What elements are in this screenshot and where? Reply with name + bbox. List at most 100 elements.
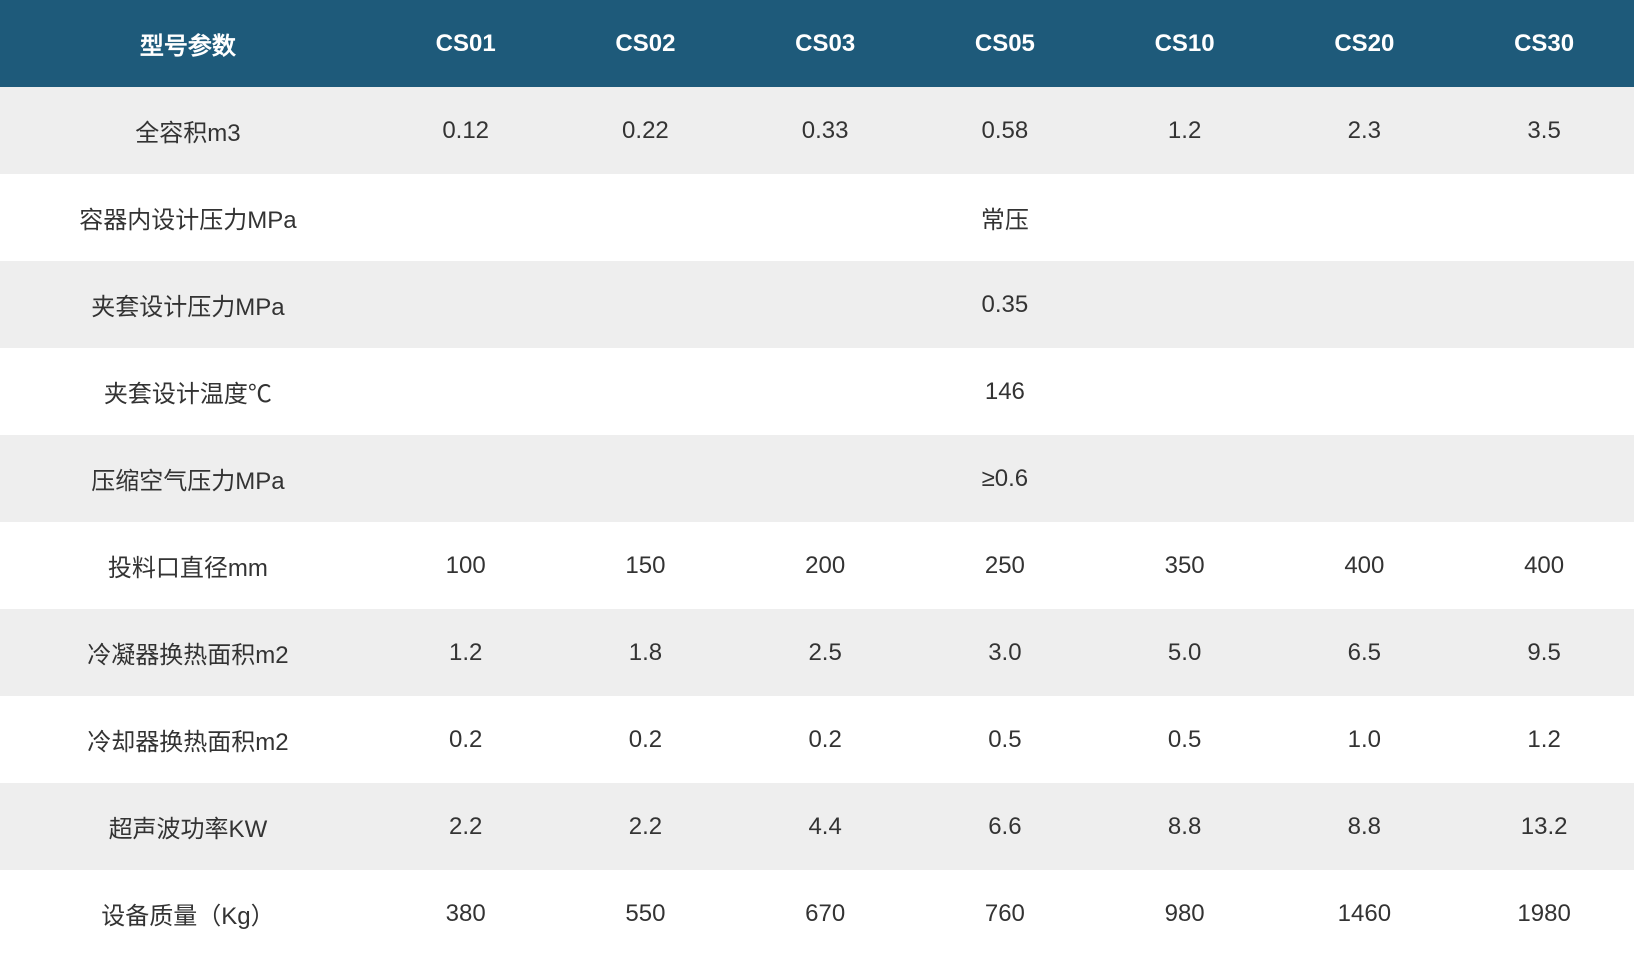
cell-value: 550 [556, 870, 736, 957]
header-cell-param: 型号参数 [0, 0, 376, 87]
row-label: 设备质量（Kg） [0, 870, 376, 957]
cell-value: 常压 [915, 174, 1095, 261]
cell-value [1095, 435, 1275, 522]
cell-value: 400 [1274, 522, 1454, 609]
cell-value: 0.2 [556, 696, 736, 783]
cell-value: 2.2 [556, 783, 736, 870]
cell-value: 146 [915, 348, 1095, 435]
header-cell-cs02: CS02 [556, 0, 736, 87]
cell-value: 350 [1095, 522, 1275, 609]
cell-value: 4.4 [735, 783, 915, 870]
row-label: 夹套设计温度℃ [0, 348, 376, 435]
cell-value: 2.3 [1274, 87, 1454, 174]
row-label: 压缩空气压力MPa [0, 435, 376, 522]
table-row: 夹套设计压力MPa 0.35 [0, 261, 1634, 348]
cell-value: 980 [1095, 870, 1275, 957]
row-label: 容器内设计压力MPa [0, 174, 376, 261]
cell-value [735, 261, 915, 348]
cell-value: 760 [915, 870, 1095, 957]
cell-value [1274, 261, 1454, 348]
cell-value: 200 [735, 522, 915, 609]
table-row: 压缩空气压力MPa ≥0.6 [0, 435, 1634, 522]
header-cell-cs03: CS03 [735, 0, 915, 87]
header-cell-cs05: CS05 [915, 0, 1095, 87]
header-cell-cs10: CS10 [1095, 0, 1275, 87]
cell-value: 0.12 [376, 87, 556, 174]
spec-table: 型号参数 CS01 CS02 CS03 CS05 CS10 CS20 CS30 … [0, 0, 1634, 957]
table-header: 型号参数 CS01 CS02 CS03 CS05 CS10 CS20 CS30 [0, 0, 1634, 87]
cell-value: 400 [1454, 522, 1634, 609]
cell-value [376, 435, 556, 522]
table-row: 冷却器换热面积m2 0.2 0.2 0.2 0.5 0.5 1.0 1.2 [0, 696, 1634, 783]
table-container: TRUKING 型号参数 CS01 CS02 CS03 CS05 CS10 CS… [0, 0, 1634, 957]
table-row: 设备质量（Kg） 380 550 670 760 980 1460 1980 [0, 870, 1634, 957]
table-row: 全容积m3 0.12 0.22 0.33 0.58 1.2 2.3 3.5 [0, 87, 1634, 174]
table-row: 容器内设计压力MPa 常压 [0, 174, 1634, 261]
cell-value: 9.5 [1454, 609, 1634, 696]
cell-value [556, 435, 736, 522]
header-cell-cs01: CS01 [376, 0, 556, 87]
cell-value: 380 [376, 870, 556, 957]
cell-value [556, 261, 736, 348]
table-row: 夹套设计温度℃ 146 [0, 348, 1634, 435]
header-row: 型号参数 CS01 CS02 CS03 CS05 CS10 CS20 CS30 [0, 0, 1634, 87]
row-label: 冷凝器换热面积m2 [0, 609, 376, 696]
cell-value [556, 174, 736, 261]
cell-value [735, 174, 915, 261]
cell-value: 250 [915, 522, 1095, 609]
header-cell-cs20: CS20 [1274, 0, 1454, 87]
cell-value: 1.2 [1095, 87, 1275, 174]
cell-value: 0.35 [915, 261, 1095, 348]
cell-value: 670 [735, 870, 915, 957]
cell-value: ≥0.6 [915, 435, 1095, 522]
cell-value [376, 261, 556, 348]
cell-value: 1460 [1274, 870, 1454, 957]
cell-value [1454, 348, 1634, 435]
cell-value: 5.0 [1095, 609, 1275, 696]
header-cell-cs30: CS30 [1454, 0, 1634, 87]
cell-value: 0.5 [915, 696, 1095, 783]
cell-value: 150 [556, 522, 736, 609]
cell-value [1095, 348, 1275, 435]
table-row: 投料口直径mm 100 150 200 250 350 400 400 [0, 522, 1634, 609]
cell-value: 1.2 [376, 609, 556, 696]
cell-value: 3.5 [1454, 87, 1634, 174]
cell-value: 0.2 [376, 696, 556, 783]
cell-value: 1.2 [1454, 696, 1634, 783]
row-label: 超声波功率KW [0, 783, 376, 870]
cell-value [1274, 174, 1454, 261]
cell-value: 0.2 [735, 696, 915, 783]
cell-value: 2.2 [376, 783, 556, 870]
cell-value: 0.58 [915, 87, 1095, 174]
cell-value: 3.0 [915, 609, 1095, 696]
cell-value [1274, 435, 1454, 522]
cell-value [376, 174, 556, 261]
cell-value: 8.8 [1274, 783, 1454, 870]
cell-value [1095, 174, 1275, 261]
row-label: 全容积m3 [0, 87, 376, 174]
cell-value: 6.6 [915, 783, 1095, 870]
table-row: 冷凝器换热面积m2 1.2 1.8 2.5 3.0 5.0 6.5 9.5 [0, 609, 1634, 696]
content-layer: 型号参数 CS01 CS02 CS03 CS05 CS10 CS20 CS30 … [0, 0, 1634, 957]
cell-value [1454, 174, 1634, 261]
cell-value [556, 348, 736, 435]
cell-value: 1980 [1454, 870, 1634, 957]
cell-value [735, 435, 915, 522]
cell-value [1095, 261, 1275, 348]
row-label: 投料口直径mm [0, 522, 376, 609]
cell-value [1274, 348, 1454, 435]
cell-value: 8.8 [1095, 783, 1275, 870]
cell-value: 1.8 [556, 609, 736, 696]
cell-value [735, 348, 915, 435]
cell-value: 0.5 [1095, 696, 1275, 783]
cell-value [376, 348, 556, 435]
cell-value: 13.2 [1454, 783, 1634, 870]
table-body: 全容积m3 0.12 0.22 0.33 0.58 1.2 2.3 3.5 容器… [0, 87, 1634, 957]
cell-value [1454, 261, 1634, 348]
cell-value: 0.22 [556, 87, 736, 174]
cell-value: 1.0 [1274, 696, 1454, 783]
cell-value: 6.5 [1274, 609, 1454, 696]
row-label: 夹套设计压力MPa [0, 261, 376, 348]
cell-value [1454, 435, 1634, 522]
cell-value: 100 [376, 522, 556, 609]
